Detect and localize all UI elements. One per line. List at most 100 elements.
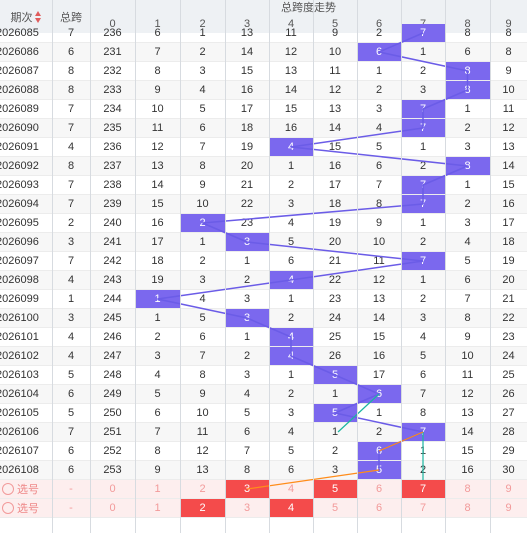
trend-cell: 19 <box>240 141 254 153</box>
table-row: 2026095 2 240 16 2 23 4 19 9 1 3 17 <box>0 214 527 233</box>
selected-number-cell[interactable]: 3 <box>225 480 269 498</box>
number-select-cell[interactable]: 1 <box>154 502 161 514</box>
trend-cell: 10 <box>461 350 474 362</box>
trend-cell: 19 <box>328 217 342 229</box>
span-value: 4 <box>67 350 75 362</box>
trend-cell: 1 <box>287 160 295 172</box>
trend-cell: 13 <box>196 464 209 476</box>
number-select-cell[interactable]: 4 <box>287 483 295 495</box>
trend-cell: 8 <box>154 445 161 457</box>
number-select-cell[interactable]: 0 <box>109 502 116 514</box>
trend-cell: 237 <box>103 160 122 172</box>
trend-cell: 2 <box>419 464 427 476</box>
trend-cell: 8 <box>464 27 471 39</box>
trend-column-header: 6 <box>375 17 383 30</box>
span-value: 7 <box>67 122 75 134</box>
table-row: 2026088 8 233 9 4 16 14 12 2 3 8 10 <box>0 81 527 100</box>
trend-cell: 18 <box>240 122 254 134</box>
radio-icon[interactable] <box>2 483 14 495</box>
trend-cell: 16 <box>240 84 254 96</box>
selected-number-cell[interactable]: 7 <box>401 480 445 498</box>
trend-cell: 19 <box>502 255 515 267</box>
trend-cell: 6 <box>199 122 206 134</box>
number-select-cell[interactable]: 2 <box>199 483 206 495</box>
column-divider <box>357 0 358 533</box>
trend-cell: 232 <box>103 65 122 77</box>
selected-number-cell[interactable]: 4 <box>269 499 313 517</box>
period-cell: 2026095 <box>0 217 39 229</box>
trend-cell: 1 <box>375 407 383 419</box>
column-divider <box>445 0 446 533</box>
trend-cell: 2 <box>464 198 471 210</box>
column-divider <box>313 0 314 533</box>
trend-cell: 4 <box>287 426 295 438</box>
period-header-label: 期次 <box>10 11 33 24</box>
number-select-cell[interactable]: 3 <box>243 502 251 514</box>
period-column-header[interactable]: 期次 <box>0 0 52 33</box>
trend-cell: 15 <box>372 331 386 343</box>
number-select-cell[interactable]: 6 <box>375 502 383 514</box>
trend-cell: 14 <box>284 84 298 96</box>
span-value: 7 <box>67 255 75 267</box>
span-value: 7 <box>67 103 75 115</box>
table-row: 2026102 4 247 3 7 2 4 26 16 5 10 24 <box>0 347 527 366</box>
span-value: 1 <box>67 293 75 305</box>
trend-cell: 26 <box>502 388 515 400</box>
trend-column-header: 5 <box>331 17 339 30</box>
number-select-cell[interactable]: 6 <box>375 483 383 495</box>
trend-cell: 6 <box>287 255 295 267</box>
trend-cell: 11 <box>461 369 474 381</box>
trend-cell: 240 <box>103 217 122 229</box>
trend-cell: 8 <box>199 160 206 172</box>
span-value: 8 <box>67 65 75 77</box>
number-select-cell[interactable]: 0 <box>109 483 116 495</box>
trend-cell: 1 <box>419 274 427 286</box>
trend-cell: 250 <box>103 407 122 419</box>
trend-cell: 3 <box>419 312 427 324</box>
trend-cell: 249 <box>103 388 122 400</box>
trend-cell: 24 <box>328 312 342 324</box>
table-row: 2026093 7 238 14 9 21 2 17 7 7 1 15 <box>0 176 527 195</box>
table-row: 2026085 7 236 6 1 13 11 9 2 7 8 8 <box>0 24 527 43</box>
trend-cell: 14 <box>461 426 474 438</box>
trend-cell: 2 <box>243 274 251 286</box>
trend-cell: 10 <box>372 236 386 248</box>
span-column-header: 总跨 <box>60 11 82 24</box>
selected-number-cell[interactable]: 2 <box>180 499 225 517</box>
trend-cell: 4 <box>419 331 427 343</box>
trend-cell: 1 <box>199 27 206 39</box>
span-value: 6 <box>67 445 75 457</box>
trend-cell: 2 <box>287 312 295 324</box>
trend-cell: 12 <box>461 388 474 400</box>
trend-cell: 4 <box>243 388 251 400</box>
trend-cell: 7 <box>419 388 427 400</box>
selector-label[interactable]: 选号 <box>0 480 52 498</box>
period-cell: 2026107 <box>0 445 39 457</box>
trend-cell: 16 <box>372 350 386 362</box>
selector-label-text: 选号 <box>17 503 39 515</box>
number-select-cell[interactable]: 1 <box>154 483 161 495</box>
radio-icon[interactable] <box>2 502 14 514</box>
column-divider <box>180 0 181 533</box>
sort-icon[interactable] <box>34 10 42 23</box>
span-value: 3 <box>67 312 75 324</box>
number-select-cell[interactable]: 9 <box>505 502 512 514</box>
table-row: 2026087 8 232 8 3 15 13 11 1 2 8 9 <box>0 62 527 81</box>
number-select-cell[interactable]: 5 <box>331 502 339 514</box>
trend-cell: 2 <box>419 160 427 172</box>
number-select-cell[interactable]: 9 <box>505 483 512 495</box>
trend-cell: 4 <box>154 369 161 381</box>
number-select-cell[interactable]: 8 <box>464 502 471 514</box>
trend-cell: 16 <box>502 198 515 210</box>
selector-span: - <box>69 483 73 495</box>
table-row: 2026101 4 246 2 6 1 4 25 15 4 9 23 <box>0 328 527 347</box>
trend-cell: 7 <box>154 46 161 58</box>
selector-label[interactable]: 选号 <box>0 499 52 517</box>
number-select-cell[interactable]: 7 <box>419 502 427 514</box>
trend-cell: 6 <box>199 331 206 343</box>
trend-cell: 22 <box>502 312 515 324</box>
trend-cell: 8 <box>375 198 383 210</box>
number-select-cell[interactable]: 8 <box>464 483 471 495</box>
period-cell: 2026103 <box>0 369 39 381</box>
selected-number-cell[interactable]: 5 <box>313 480 357 498</box>
